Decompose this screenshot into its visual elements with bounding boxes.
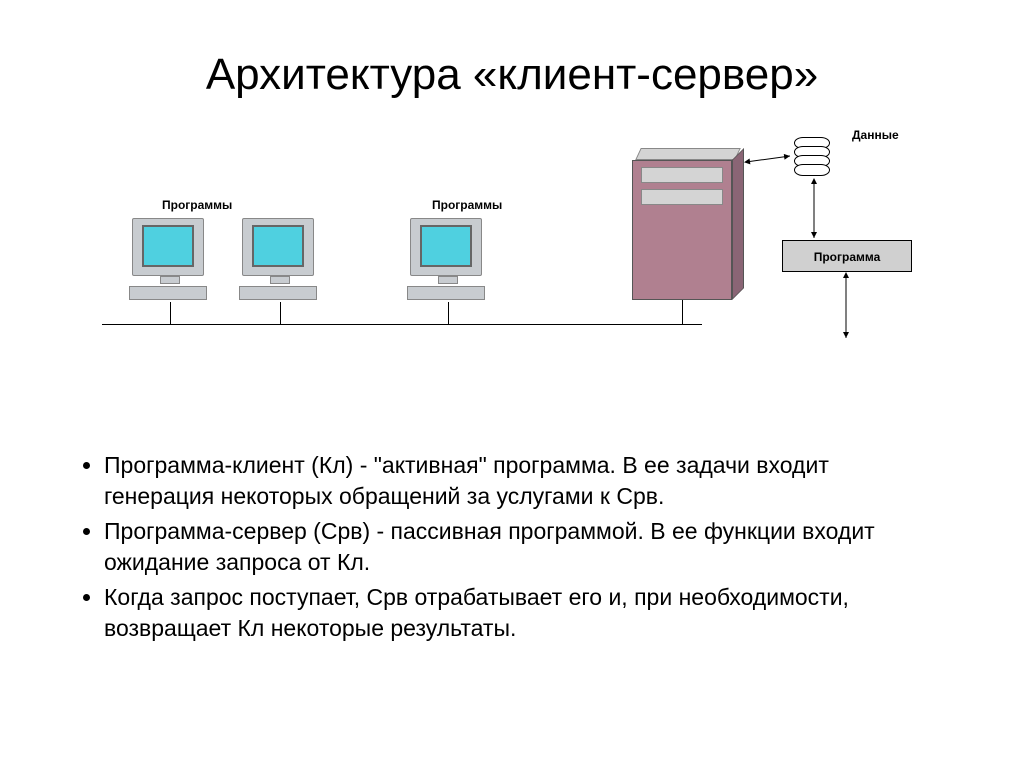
network-bus-line — [102, 324, 702, 325]
server-tower — [632, 160, 732, 300]
client-computer-1 — [132, 218, 207, 300]
client-computer-2 — [242, 218, 317, 300]
program-box: Программа — [782, 240, 912, 272]
database-icon — [794, 140, 830, 178]
label-programs-1: Программы — [162, 198, 232, 212]
bullet-item: Программа-сервер (Срв) - пассивная прогр… — [104, 516, 944, 578]
bullet-item: Программа-клиент (Кл) - "активная" прогр… — [104, 450, 944, 512]
page-title: Архитектура «клиент-сервер» — [0, 0, 1024, 100]
bullet-item: Когда запрос поступает, Срв отрабатывает… — [104, 582, 944, 644]
client-computer-3 — [410, 218, 485, 300]
label-data: Данные — [852, 128, 899, 142]
architecture-diagram: Программы Программы Данные — [62, 120, 962, 400]
bullet-list: Программа-клиент (Кл) - "активная" прогр… — [80, 450, 944, 644]
label-programs-2: Программы — [432, 198, 502, 212]
